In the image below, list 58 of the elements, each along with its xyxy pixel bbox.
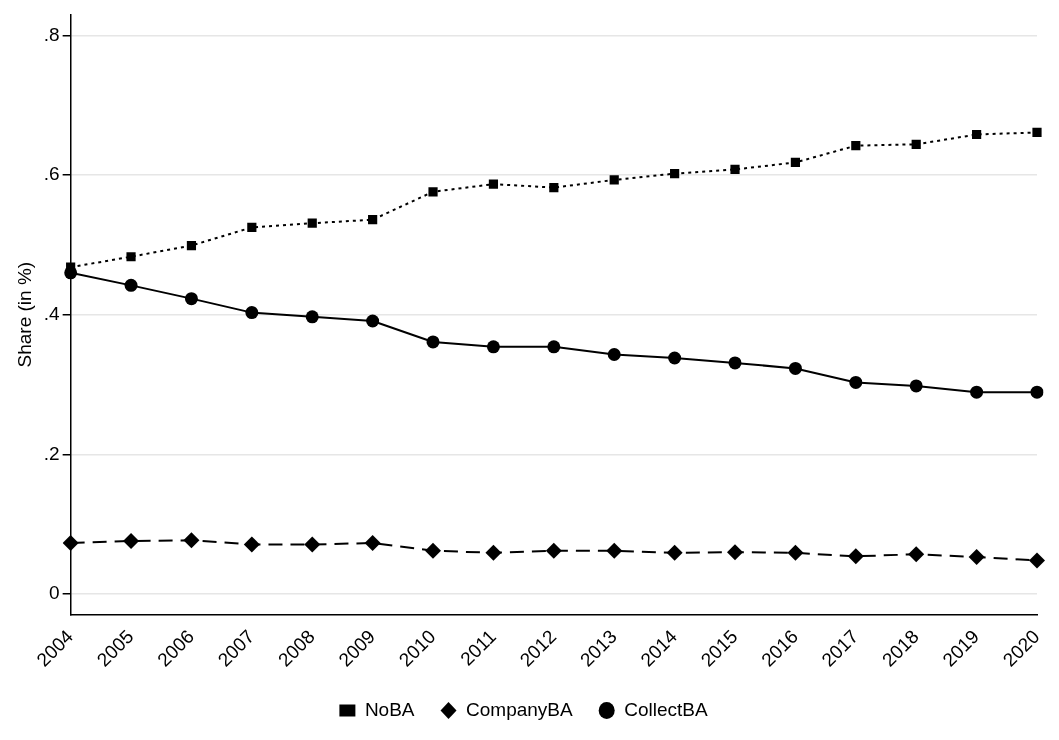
- point: [1030, 385, 1044, 399]
- point: [787, 544, 804, 561]
- point: [366, 314, 380, 328]
- point: [307, 218, 317, 228]
- point: [909, 379, 923, 393]
- point: [1029, 552, 1045, 569]
- point: [485, 544, 502, 561]
- point: [911, 139, 921, 149]
- point: [788, 361, 802, 375]
- point: [549, 183, 559, 193]
- y-tick-label: .4: [43, 302, 61, 324]
- y-tick-label: 0: [49, 582, 60, 604]
- point: [426, 335, 440, 349]
- point: [849, 375, 863, 389]
- point: [730, 164, 740, 175]
- point: [62, 535, 79, 552]
- point: [183, 532, 200, 549]
- point: [425, 542, 442, 559]
- point: [488, 179, 499, 189]
- point: [606, 542, 623, 559]
- point: [243, 536, 260, 553]
- legend-label: CollectBA: [624, 698, 708, 720]
- point: [666, 544, 683, 561]
- point: [428, 187, 438, 197]
- point: [486, 340, 500, 354]
- point: [1032, 127, 1042, 138]
- point: [186, 240, 197, 251]
- point: [305, 310, 319, 324]
- point: [123, 532, 140, 549]
- point: [727, 544, 744, 561]
- point: [790, 157, 801, 168]
- point: [668, 351, 682, 365]
- point: [184, 292, 198, 306]
- point: [970, 385, 984, 399]
- legend-label: CompanyBA: [466, 698, 574, 720]
- point: [304, 536, 321, 553]
- point: [245, 306, 259, 320]
- point: [609, 175, 619, 185]
- y-axis-title: Share (in %): [13, 261, 35, 368]
- y-tick-label: .2: [43, 442, 60, 464]
- point: [364, 535, 381, 552]
- point: [247, 222, 257, 232]
- point: [847, 548, 864, 565]
- point: [851, 141, 861, 151]
- point: [908, 546, 925, 563]
- point: [545, 542, 562, 559]
- legend-label: NoBA: [364, 698, 415, 720]
- point: [968, 549, 985, 566]
- point: [547, 340, 561, 354]
- point: [126, 252, 136, 262]
- point: [728, 356, 742, 370]
- point: [124, 278, 138, 292]
- point: [670, 169, 680, 179]
- y-tick-label: .6: [43, 163, 60, 185]
- point: [607, 348, 621, 361]
- point: [972, 129, 982, 140]
- y-tick-label: .8: [43, 23, 60, 45]
- point: [368, 215, 378, 225]
